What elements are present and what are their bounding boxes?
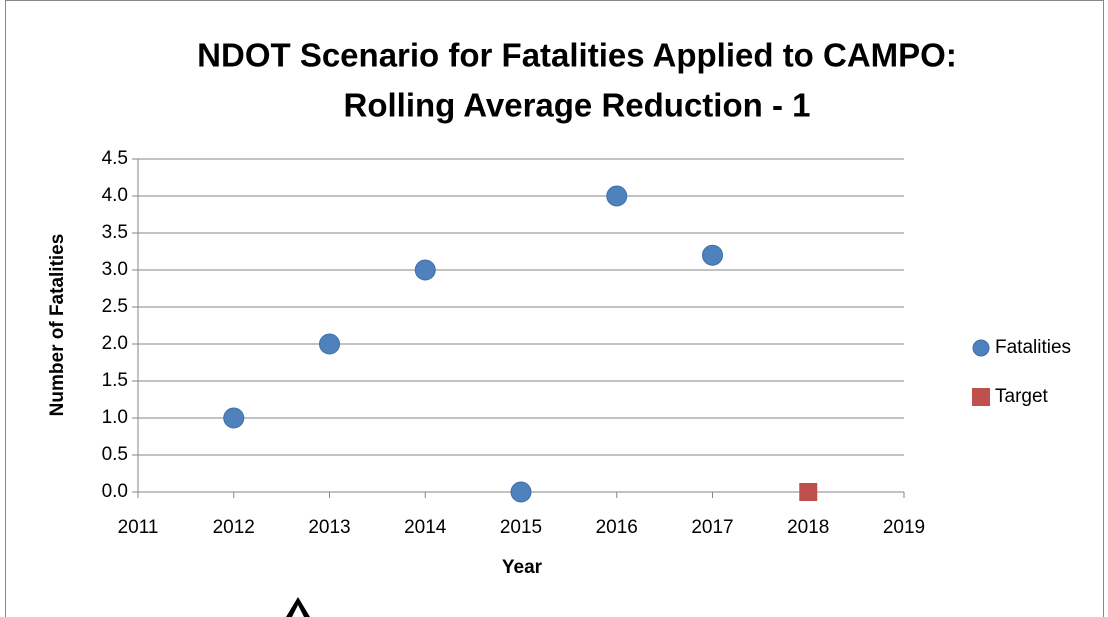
y-tick-label: 2.0 [102,333,128,354]
legend-marker [972,388,990,406]
y-tick-label: 2.5 [102,296,128,317]
y-tick-label: 1.0 [102,407,128,428]
x-tick-label: 2016 [596,517,638,538]
y-axis-title: Number of Fatalities [47,234,68,417]
y-tick-label: 3.5 [102,222,128,243]
marker [414,259,436,281]
marker [606,185,628,207]
x-tick-label: 2018 [787,517,829,538]
cursor-arrow [286,597,310,617]
y-tick-label: 4.0 [102,185,128,206]
x-tick-label: 2013 [308,517,350,538]
x-axis-title: Year [502,557,543,578]
y-tick-label: 0.5 [102,444,128,465]
y-tick-label: 3.0 [102,259,128,280]
y-tick-label: 4.5 [102,148,128,169]
marker [510,481,532,503]
legend-label: Target [995,386,1049,407]
chart-title: Rolling Average Reduction - 1 [344,87,811,124]
x-tick-label: 2011 [118,517,159,538]
marker [319,333,340,355]
x-tick-label: 2012 [213,517,255,538]
chart-border [5,0,1104,617]
chart-title: NDOT Scenario for Fatalities Applied to … [197,37,957,74]
x-tick-label: 2017 [691,517,733,538]
x-tick-label: 2014 [404,517,447,538]
legend-marker [972,339,990,357]
y-tick-label: 1.5 [102,370,128,391]
y-tick-label: 0.0 [102,481,128,502]
marker [223,407,245,429]
legend-label: Fatalities [995,337,1071,358]
x-tick-label: 2019 [883,517,925,538]
x-tick-label: 2015 [500,517,542,538]
marker [799,483,818,501]
marker [702,244,723,266]
